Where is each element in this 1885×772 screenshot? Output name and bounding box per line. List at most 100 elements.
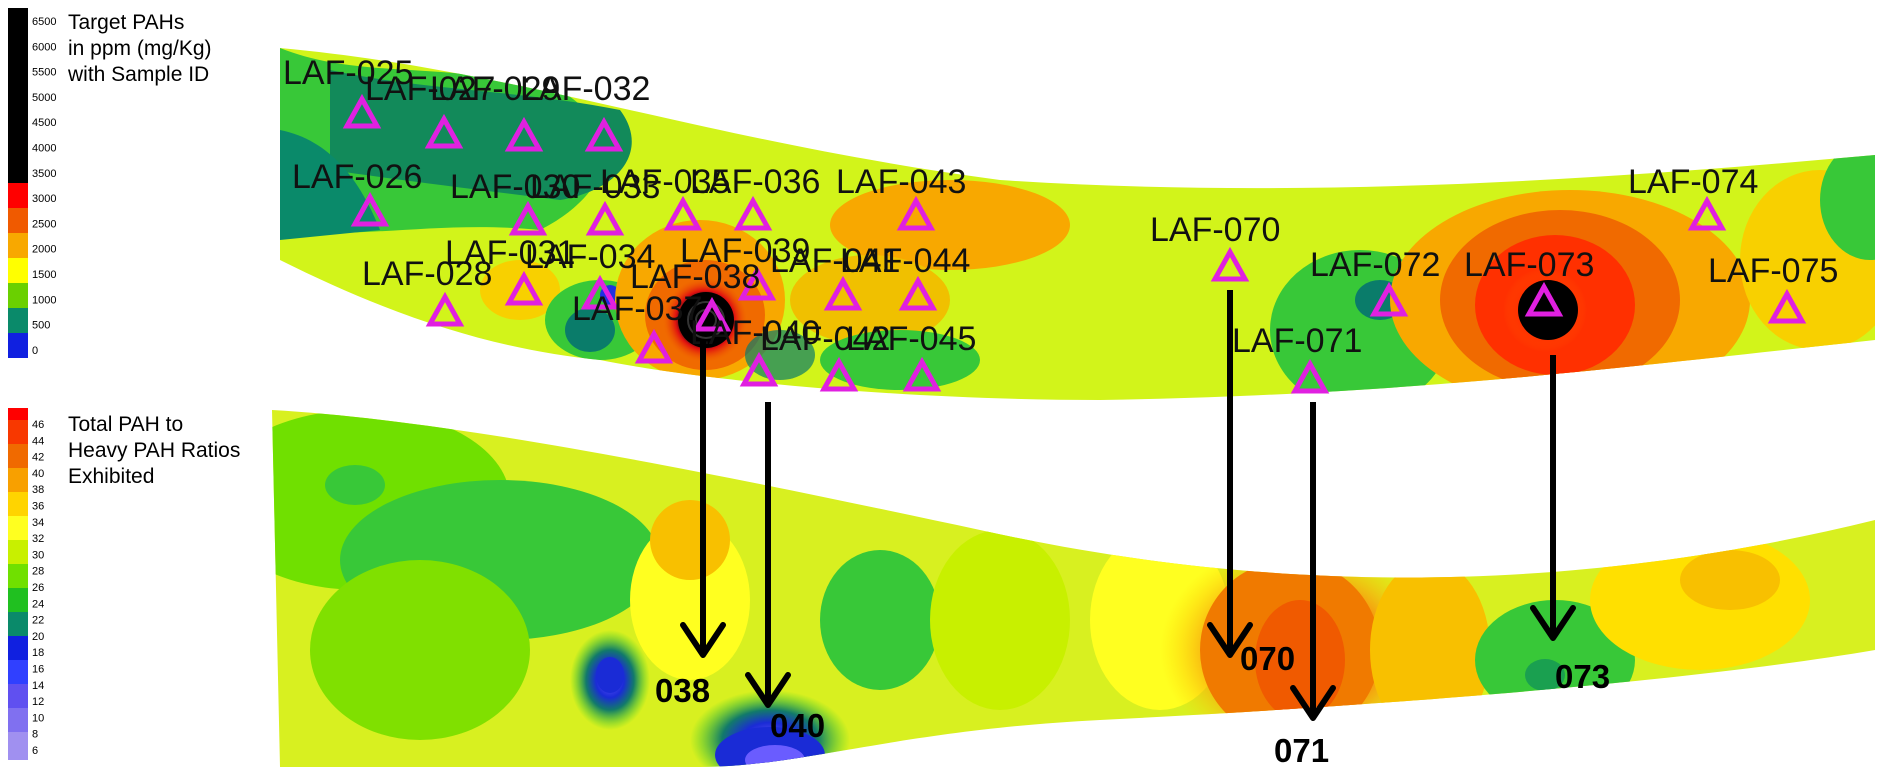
sample-laf-037: LAF-037 — [572, 290, 702, 364]
sample-triangle-icon — [504, 116, 544, 152]
sample-label: LAF-037 — [572, 290, 702, 328]
ratio-legend-tick: 14 — [32, 680, 44, 692]
sample-label: LAF-025 — [283, 54, 413, 92]
sample-label: LAF-032 — [520, 70, 650, 108]
sample-triangle-icon — [350, 191, 390, 227]
arrowhead-icon — [1207, 622, 1253, 658]
target-legend-tick: 1500 — [32, 269, 56, 281]
sample-laf-071: LAF-071 — [1232, 322, 1362, 394]
ratio-legend-tick: 20 — [32, 631, 44, 643]
ratio-legend-bar: 46 44 42 40 38 36 34 32 30 28 26 24 22 20 18 16 14 12 10 8 6 — [8, 408, 44, 760]
sample-triangle-icon — [692, 296, 732, 332]
sample-triangle-icon — [663, 195, 703, 231]
sample-label: LAF-039 — [680, 232, 810, 270]
target-legend-tick: 4500 — [32, 117, 56, 129]
sample-label: LAF-070 — [1150, 211, 1280, 249]
ratio-legend-tick: 46 — [32, 419, 44, 431]
ratio-legend-tick: 8 — [32, 729, 38, 741]
callout-073: 073 — [1530, 355, 1610, 695]
sample-triangle-icon — [580, 274, 620, 310]
sample-label: LAF-073 — [1464, 246, 1594, 284]
sample-laf-029: LAF-029 — [430, 70, 560, 152]
sample-label: LAF-071 — [1232, 322, 1362, 360]
ratio-legend-tick: 30 — [32, 549, 44, 561]
ratio-legend-tick: 10 — [32, 712, 44, 724]
callout-label: 038 — [655, 672, 710, 709]
sample-label: LAF-038 — [630, 258, 760, 296]
sample-triangle-icon — [819, 356, 859, 392]
sample-laf-072: LAF-072 — [1310, 246, 1440, 317]
sample-laf-031: LAF-031 — [445, 234, 575, 306]
callout-label: 040 — [770, 707, 825, 744]
sample-triangle-icon — [739, 351, 779, 387]
sample-triangle-icon — [1524, 281, 1564, 317]
target-legend-tick: 2000 — [32, 244, 56, 256]
arrowhead-icon — [680, 622, 726, 658]
sample-triangle-icon — [1210, 246, 1250, 282]
sample-label: LAF-041 — [770, 242, 900, 280]
sample-laf-075: LAF-075 — [1708, 252, 1838, 324]
sample-laf-026: LAF-026 — [292, 158, 422, 227]
sample-laf-025: LAF-025 — [283, 54, 413, 129]
sample-triangle-icon — [1687, 195, 1727, 231]
sample-triangle-icon — [1767, 288, 1807, 324]
ratio-legend-tick: 26 — [32, 582, 44, 594]
target-legend-tick: 3500 — [32, 168, 56, 180]
sample-laf-033: LAF-033 — [530, 168, 660, 236]
ratio-legend-tick: 28 — [32, 566, 44, 578]
sample-triangle-icon — [342, 93, 382, 129]
ratio-legend-tick: 16 — [32, 664, 44, 676]
sample-laf-042: LAF-042 — [760, 320, 890, 392]
ratio-legend-tick: 40 — [32, 468, 44, 480]
sample-laf-043: LAF-043 — [836, 163, 966, 231]
sample-label: LAF-027 — [365, 70, 495, 108]
sample-triangle-icon — [508, 200, 548, 236]
callout-040: 040 — [745, 402, 825, 744]
sample-label: LAF-034 — [525, 238, 655, 276]
ratio-legend-tick: 12 — [32, 696, 44, 708]
target-legend-tick: 5500 — [32, 67, 56, 79]
callout-label: 070 — [1240, 640, 1295, 677]
callout-070: 070 — [1207, 290, 1295, 677]
sample-laf-032: LAF-032 — [520, 70, 650, 152]
ratio-legend-tick: 18 — [32, 647, 44, 659]
sample-laf-040: LAF-040 — [690, 314, 820, 387]
sample-triangle-icon — [425, 291, 465, 327]
ratio-legend-tick: 44 — [32, 435, 44, 447]
callout-label: 071 — [1274, 732, 1329, 767]
sample-label: LAF-040 — [690, 314, 820, 352]
target-legend-tick: 4000 — [32, 143, 56, 155]
sample-laf-041: LAF-041 — [770, 242, 900, 311]
callout-071: 071 — [1274, 402, 1336, 769]
sample-label: LAF-042 — [760, 320, 890, 358]
sample-triangle-icon — [1290, 358, 1330, 394]
ratio-legend-tick: 34 — [32, 517, 44, 529]
target-legend-tick: 3000 — [32, 193, 56, 205]
target-legend-tick: 0 — [32, 345, 38, 357]
arrowhead-icon — [1290, 685, 1336, 721]
sample-label: LAF-072 — [1310, 246, 1440, 284]
sample-laf-039: LAF-039 — [680, 232, 810, 301]
sample-label: LAF-030 — [450, 168, 580, 206]
sample-triangle-icon — [1369, 281, 1409, 317]
sample-laf-036: LAF-036 — [690, 163, 820, 231]
sample-label: LAF-026 — [292, 158, 422, 196]
sample-laf-027: LAF-027 — [365, 70, 495, 149]
sample-triangle-icon — [585, 200, 625, 236]
sample-triangle-icon — [823, 275, 863, 311]
sample-triangle-icon — [902, 356, 942, 392]
ratio-legend-tick: 6 — [32, 745, 38, 757]
sample-label: LAF-031 — [445, 234, 575, 272]
sample-triangle-icon — [733, 195, 773, 231]
sample-laf-030: LAF-030 — [450, 168, 580, 236]
sample-laf-034: LAF-034 — [525, 238, 655, 310]
sample-label: LAF-029 — [430, 70, 560, 108]
ratio-legend-tick: 24 — [32, 598, 44, 610]
sample-laf-045: LAF-045 — [846, 320, 976, 392]
sample-label: LAF-036 — [690, 163, 820, 201]
sample-label: LAF-028 — [362, 255, 492, 293]
ratio-legend-tick: 38 — [32, 484, 44, 496]
sample-laf-028: LAF-028 — [362, 255, 492, 327]
